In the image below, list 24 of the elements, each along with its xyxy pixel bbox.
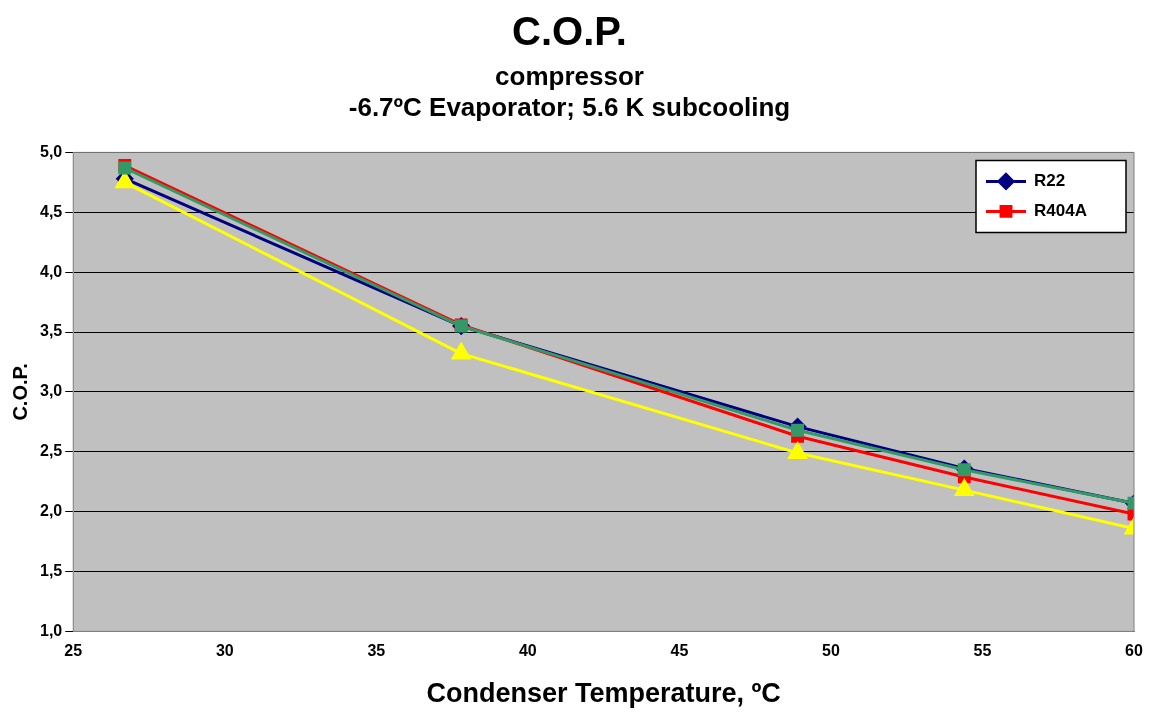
y-tick-label: 4,0 xyxy=(39,262,63,280)
text: -6.7ºC Evaporator; 5.6 K subcooling xyxy=(348,91,791,122)
x-axis-title: Condenser Temperature, ºC xyxy=(426,678,781,709)
x-tick-label: 60 xyxy=(1125,642,1143,660)
y-tick-label: 2,0 xyxy=(39,502,63,520)
chart-title: C.O.P. xyxy=(512,9,627,54)
y-tick-label: 1,5 xyxy=(39,561,63,579)
y-tick-label: 5,0 xyxy=(39,142,63,160)
y-axis-title: C.O.P. xyxy=(8,363,31,421)
x-tick-label: 25 xyxy=(64,642,83,660)
y-tick-label: 3,5 xyxy=(39,322,63,340)
y-tick-label: 4,5 xyxy=(39,202,63,220)
x-tick-label: 40 xyxy=(518,642,537,660)
x-tick-label: 45 xyxy=(670,642,689,660)
legend-label: R404A xyxy=(1034,201,1087,221)
x-tick-label: 55 xyxy=(973,642,992,660)
x-tick-label: 30 xyxy=(215,642,234,660)
x-tick-label: 50 xyxy=(822,642,840,660)
y-tick-label: 2,5 xyxy=(39,442,63,460)
legend-label: R22 xyxy=(1034,171,1066,191)
y-tick-label: 1,0 xyxy=(39,621,63,639)
text: compressor xyxy=(495,60,644,91)
x-tick-label: 35 xyxy=(367,642,386,660)
y-tick-label: 3,0 xyxy=(39,382,63,400)
